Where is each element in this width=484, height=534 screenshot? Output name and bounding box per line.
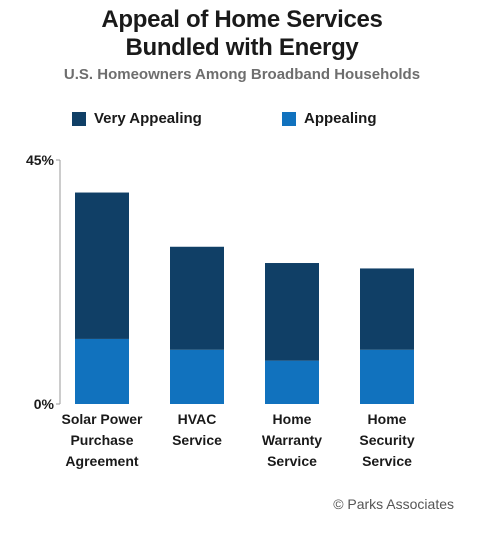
x-category-label: Service bbox=[267, 453, 317, 469]
x-category-label: Purchase bbox=[70, 432, 133, 448]
y-tick-label: 0% bbox=[34, 396, 55, 412]
legend-swatch-very-appealing bbox=[72, 111, 86, 126]
x-category-label: Home bbox=[273, 411, 312, 427]
legend-very-appealing: Very Appealing bbox=[72, 110, 202, 127]
x-category-label: Solar Power bbox=[62, 411, 143, 427]
legend-label-appealing: Appealing bbox=[304, 110, 377, 127]
bar-appealing-2 bbox=[265, 360, 319, 404]
x-category-label: Agreement bbox=[65, 453, 138, 469]
chart-title-line-1: Appeal of Home Services bbox=[101, 6, 383, 33]
legend-swatch-appealing bbox=[282, 111, 296, 126]
chart-subtitle: U.S. Homeowners Among Broadband Househol… bbox=[63, 66, 421, 83]
bar-very-appealing-1 bbox=[170, 246, 224, 350]
x-category-label: HVAC bbox=[178, 411, 217, 427]
x-category-label: Service bbox=[172, 432, 222, 448]
source-credit: © Parks Associates bbox=[333, 496, 454, 512]
legend-appealing: Appealing bbox=[282, 110, 377, 127]
x-category-label: Home bbox=[368, 411, 407, 427]
chart-title: Appeal of Home Services Bundled with Ene… bbox=[0, 6, 484, 62]
y-tick-label: 45% bbox=[26, 152, 55, 168]
bar-very-appealing-2 bbox=[265, 263, 319, 361]
bar-very-appealing-3 bbox=[360, 268, 414, 350]
x-category-label: Service bbox=[362, 453, 412, 469]
bar-appealing-1 bbox=[170, 349, 224, 404]
bar-very-appealing-0 bbox=[75, 192, 129, 339]
chart-title-line-2: Bundled with Energy bbox=[125, 34, 359, 61]
legend-label-very-appealing: Very Appealing bbox=[94, 110, 202, 127]
x-category-label: Security bbox=[359, 432, 414, 448]
bar-appealing-3 bbox=[360, 349, 414, 404]
x-category-label: Warranty bbox=[262, 432, 322, 448]
bar-appealing-0 bbox=[75, 338, 129, 404]
